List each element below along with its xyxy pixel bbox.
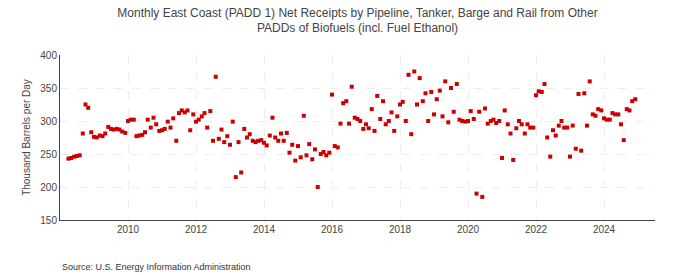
svg-text:2022: 2022	[525, 224, 548, 235]
svg-text:250: 250	[40, 149, 57, 160]
svg-text:150: 150	[40, 215, 57, 226]
svg-text:2020: 2020	[457, 224, 480, 235]
svg-text:2014: 2014	[253, 224, 276, 235]
svg-text:Thousand Barrels per Day: Thousand Barrels per Day	[21, 79, 32, 196]
svg-text:2024: 2024	[593, 224, 616, 235]
svg-text:400: 400	[40, 50, 57, 61]
svg-text:2010: 2010	[117, 224, 140, 235]
svg-text:2012: 2012	[185, 224, 208, 235]
svg-text:Monthly East Coast (PADD 1) Ne: Monthly East Coast (PADD 1) Net Receipts…	[117, 6, 597, 36]
svg-text:Source: U.S. Energy Informatio: Source: U.S. Energy Information Administ…	[62, 262, 251, 272]
svg-text:300: 300	[40, 116, 57, 127]
svg-text:350: 350	[40, 83, 57, 94]
svg-text:2016: 2016	[321, 224, 344, 235]
svg-text:2018: 2018	[389, 224, 412, 235]
svg-text:200: 200	[40, 182, 57, 193]
